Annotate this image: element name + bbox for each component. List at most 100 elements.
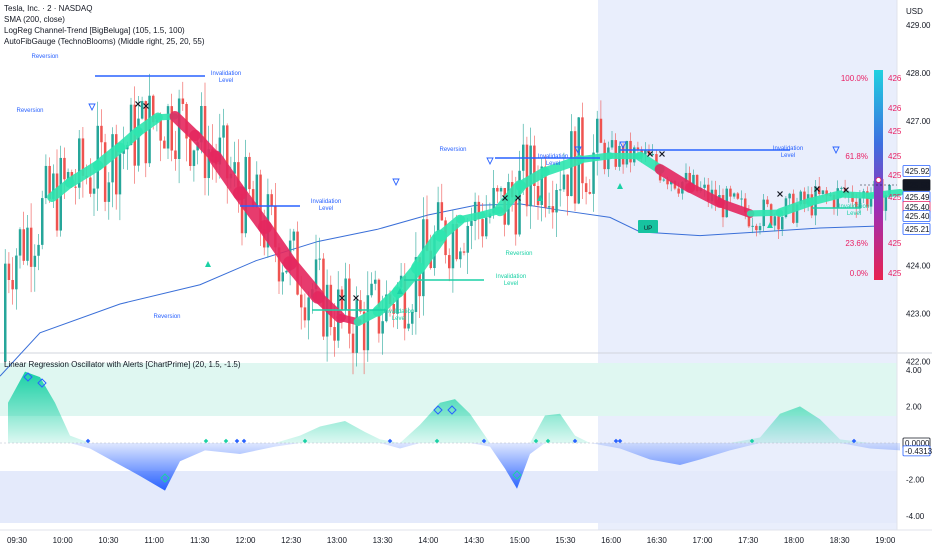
- candle-body: [740, 199, 743, 200]
- fib-percent-label: 100.0%: [841, 74, 868, 83]
- time-tick-label: 15:30: [555, 536, 576, 545]
- candle-body: [233, 162, 236, 174]
- candle-body: [104, 142, 107, 202]
- fib-price-label: 426: [888, 74, 902, 83]
- fib-current-marker: [876, 178, 881, 183]
- channel-trend-segment: [418, 237, 440, 268]
- candle-body: [63, 158, 65, 179]
- candle-body: [159, 120, 162, 141]
- osc-tick-label: 2.00: [906, 402, 922, 411]
- candle-body: [559, 189, 562, 190]
- reversion-label: Reversion: [31, 54, 58, 60]
- candle-body: [448, 255, 451, 268]
- candle-body: [596, 119, 599, 153]
- candle-body: [677, 189, 680, 194]
- legend-autofib[interactable]: AutoFibGauge (TechnoBlooms) (Middle righ…: [4, 36, 205, 47]
- candle-body: [703, 185, 706, 188]
- candle-body: [282, 272, 285, 281]
- fib-percent-label: 61.8%: [845, 152, 868, 161]
- candle-body: [30, 228, 33, 267]
- candle-body: [526, 145, 529, 207]
- candle-body: [34, 256, 37, 267]
- candle-body: [485, 218, 488, 237]
- fib-price-label: 425: [888, 127, 902, 136]
- channel-trend-segment: [750, 213, 780, 214]
- fib-percent-label: 23.6%: [845, 239, 868, 248]
- candle-body: [652, 154, 655, 155]
- candle-body: [19, 229, 22, 255]
- candle-body: [344, 279, 347, 311]
- candle-body: [774, 216, 777, 225]
- invalidation-label: Level: [392, 316, 406, 322]
- candle-body: [467, 226, 470, 253]
- osc-lower-band: [0, 471, 897, 523]
- reversion-label: Reversion: [439, 147, 466, 153]
- candle-body: [119, 154, 122, 195]
- invalidation-label: Level: [546, 161, 560, 167]
- legend-sma[interactable]: SMA (200, close): [4, 14, 205, 25]
- fib-price-label: 425: [888, 171, 902, 180]
- candle-body: [300, 295, 303, 308]
- candle-body: [163, 141, 166, 149]
- price-tick-label: 423.00: [906, 310, 931, 319]
- candle-body: [348, 279, 351, 334]
- osc-tick-label: 4.00: [906, 366, 922, 375]
- signal-triangle-down: [393, 179, 399, 185]
- candle-body: [341, 290, 344, 311]
- candle-body: [552, 206, 555, 212]
- signal-triangle-up: [205, 261, 211, 267]
- candle-body: [470, 221, 473, 226]
- currency-label[interactable]: USD: [906, 6, 923, 17]
- candle-body: [23, 229, 26, 261]
- candle-body: [755, 226, 758, 230]
- invalidation-label: Invalidation: [496, 274, 526, 280]
- candle-body: [781, 217, 784, 229]
- invalidation-label: Level: [504, 281, 518, 287]
- time-tick-label: 16:00: [601, 536, 622, 545]
- candle-body: [611, 140, 614, 147]
- legend-oscillator[interactable]: Linear Regression Oscillator with Alerts…: [4, 359, 241, 370]
- price-tag-label: 425.49: [905, 193, 930, 202]
- legend-logreg[interactable]: LogReg Channel-Trend [BigBeluga] (105, 1…: [4, 25, 205, 36]
- time-tick-label: 13:00: [327, 536, 348, 545]
- price-tag-label: 425.40: [905, 212, 930, 221]
- invalidation-label: Invalidation: [384, 309, 414, 315]
- oscillator-legend: Linear Regression Oscillator with Alerts…: [4, 359, 241, 370]
- price-tag-label: 425.92: [905, 167, 930, 176]
- invalidation-label: Level: [219, 78, 233, 84]
- candle-body: [108, 182, 111, 202]
- candle-body: [788, 194, 791, 199]
- candle-body: [463, 251, 466, 252]
- candle-body: [574, 131, 577, 203]
- channel-trend-segment: [290, 263, 318, 297]
- price-tick-label: 429.00: [906, 21, 931, 30]
- signal-triangle-down: [487, 158, 493, 164]
- osc-tick-label: -2.00: [906, 476, 925, 485]
- time-tick-label: 10:00: [53, 536, 74, 545]
- fib-price-label: 425: [888, 152, 902, 161]
- candle-body: [356, 300, 359, 353]
- candle-body: [174, 150, 177, 159]
- candle-body: [563, 175, 566, 190]
- candle-body: [333, 327, 336, 341]
- price-tag-label: 425.50: [905, 181, 930, 190]
- candle-body: [555, 190, 558, 212]
- candle-body: [370, 284, 373, 295]
- osc-cross-diamond: [242, 439, 247, 444]
- candle-body: [89, 178, 92, 194]
- invalidation-label: Invalidation: [538, 154, 568, 160]
- candle-body: [374, 280, 377, 284]
- candle-body: [729, 189, 732, 197]
- legend-symbol[interactable]: Tesla, Inc. · 2 · NASDAQ: [4, 3, 205, 14]
- time-tick-label: 12:30: [281, 536, 302, 545]
- candle-body: [733, 193, 736, 196]
- channel-trend-segment: [840, 194, 870, 195]
- price-tick-label: 424.00: [906, 262, 931, 271]
- invalidation-label: Level: [781, 153, 795, 159]
- candle-body: [600, 119, 603, 143]
- invalidation-label: Level: [319, 206, 333, 212]
- time-tick-label: 13:30: [373, 536, 394, 545]
- candle-body: [11, 280, 14, 289]
